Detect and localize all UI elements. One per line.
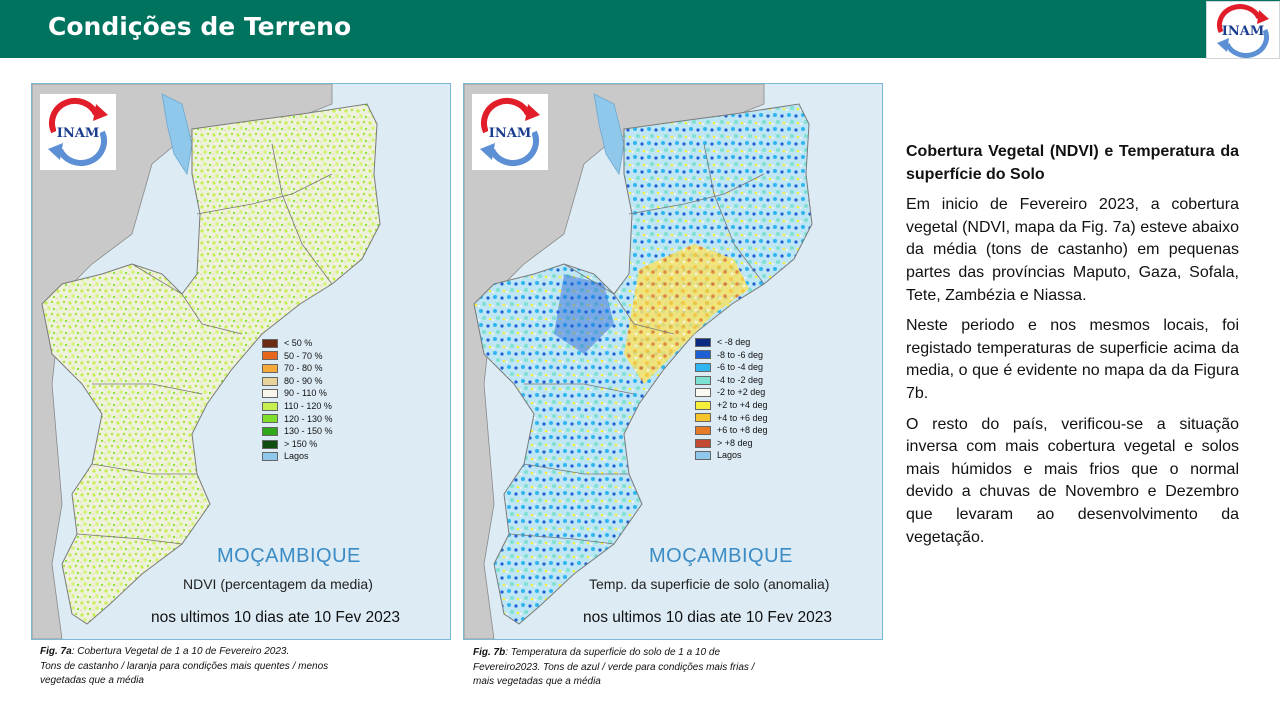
ndvi-map	[32, 84, 450, 639]
lake-niassa	[161, 93, 193, 176]
legend-label: 50 - 70 %	[284, 350, 323, 361]
article-heading: Cobertura Vegetal (NDVI) e Temperatura d…	[906, 143, 1239, 183]
legend-item: +4 to +6 deg	[695, 412, 768, 425]
legend-swatch	[262, 414, 278, 424]
legend-label: 70 - 80 %	[284, 363, 323, 374]
legend-swatch	[262, 351, 278, 361]
legend-label: -6 to -4 deg	[717, 362, 764, 373]
legend-item: < -8 deg	[695, 336, 768, 349]
legend-swatch	[262, 452, 278, 462]
caption-label: Fig. 7a	[40, 646, 72, 657]
legend-label: +2 to +4 deg	[717, 399, 768, 410]
article-paragraph: O resto do país, verificou-se a situação…	[906, 415, 1239, 546]
caption-line: Tons de castanho / laranja para condiçõe…	[40, 660, 329, 672]
legend-swatch	[695, 400, 711, 410]
map-country-label: MOÇAMBIQUE	[217, 545, 361, 567]
legend-label: Lagos	[717, 450, 742, 461]
map-period-label: nos ultimos 10 dias ate 10 Fev 2023	[151, 609, 401, 626]
legend-label: Lagos	[284, 451, 309, 462]
caption-text: : Temperatura da superficie do solo de 1…	[505, 647, 721, 658]
legend-label: +4 to +6 deg	[717, 412, 768, 423]
legend-label: -8 to -6 deg	[717, 349, 764, 360]
legend-label: 80 - 90 %	[284, 375, 323, 386]
article-text: Cobertura Vegetal (NDVI) e Temperatura d…	[906, 141, 1239, 557]
inam-logo: INAM	[472, 94, 548, 170]
legend-swatch	[262, 426, 278, 436]
legend-item: -6 to -4 deg	[695, 361, 768, 374]
legend-item: > +8 deg	[695, 437, 768, 450]
header-bar: Condições de Terreno INAM	[0, 0, 1280, 59]
caption-label: Fig. 7b	[473, 647, 506, 658]
lake-niassa	[593, 93, 625, 176]
legend-label: < 50 %	[284, 338, 313, 348]
map-country-label: MOÇAMBIQUE	[649, 545, 793, 567]
legend-swatch	[695, 362, 711, 372]
legend-item: Lagos	[695, 449, 768, 462]
legend-label: > 150 %	[284, 438, 318, 449]
legend-label: -2 to +2 deg	[717, 387, 766, 398]
legend-swatch	[262, 363, 278, 373]
legend-label: 110 - 120 %	[284, 400, 332, 411]
legend-swatch	[695, 425, 711, 435]
inam-logo: INAM	[1206, 1, 1280, 59]
lst-map-panel: INAM < -8 deg -8 to -6 deg -6 to -4 deg -4 …	[463, 83, 883, 640]
legend-swatch	[262, 338, 278, 348]
caption-line: Fevereiro2023. Tons de azul / verde para…	[473, 661, 755, 673]
legend-item: 80 - 90 %	[262, 375, 333, 388]
legend-item: +6 to +8 deg	[695, 424, 768, 437]
svg-text:INAM: INAM	[57, 126, 99, 141]
map-metric-label: Temp. da superficie de solo (anomalia)	[589, 576, 830, 592]
legend-item: 50 - 70 %	[262, 350, 333, 363]
legend-swatch	[695, 388, 711, 398]
inam-logo: INAM	[40, 94, 116, 170]
legend-item: Lagos	[262, 450, 333, 463]
svg-text:INAM: INAM	[489, 126, 531, 141]
legend-label: 120 - 130 %	[284, 413, 333, 424]
legend-item: > 150 %	[262, 438, 333, 451]
legend-swatch	[695, 438, 711, 448]
ndvi-map-panel: INAM < 50 % 50 - 70 % 70 - 80 % 80 - 90 % 90…	[31, 83, 451, 640]
article-paragraph: Neste periodo e nos mesmos locais, foi r…	[906, 317, 1239, 402]
legend-swatch	[262, 439, 278, 449]
legend-swatch	[695, 337, 711, 347]
legend-swatch	[695, 451, 711, 461]
caption-line: mais vegetadas que a média	[473, 676, 601, 687]
legend-label: 90 - 110 %	[284, 388, 327, 399]
legend-swatch	[695, 375, 711, 385]
legend-item: -4 to -2 deg	[695, 374, 768, 387]
map-metric-label: NDVI (percentagem da media)	[183, 576, 373, 592]
legend-item: 90 - 110 %	[262, 387, 333, 400]
legend-swatch	[695, 413, 711, 423]
legend-label: +6 to +8 deg	[717, 425, 768, 436]
legend-label: -4 to -2 deg	[717, 374, 764, 385]
fig7a-caption: Fig. 7a: Cobertura Vegetal de 1 a 10 de …	[40, 645, 420, 689]
legend-label: < -8 deg	[717, 337, 751, 347]
caption-text: : Cobertura Vegetal de 1 a 10 de Feverei…	[71, 646, 290, 657]
legend-item: +2 to +4 deg	[695, 399, 768, 412]
legend-swatch	[262, 376, 278, 386]
legend-swatch	[695, 350, 711, 360]
legend-item: -8 to -6 deg	[695, 349, 768, 362]
lst-map	[464, 84, 882, 639]
legend-item: 110 - 120 %	[262, 400, 333, 413]
legend-label: 130 - 150 %	[284, 426, 333, 437]
legend-swatch	[262, 401, 278, 411]
article-paragraph: Em inicio de Fevereiro 2023, a cobertura…	[906, 196, 1239, 304]
legend-item: -2 to +2 deg	[695, 386, 768, 399]
legend-swatch	[262, 389, 278, 399]
fig7b-caption: Fig. 7b: Temperatura da superficie do so…	[473, 646, 833, 690]
legend-label: > +8 deg	[717, 437, 753, 448]
legend-item: < 50 %	[262, 337, 333, 350]
legend-item: 70 - 80 %	[262, 362, 333, 375]
legend-item: 130 - 150 %	[262, 425, 333, 438]
page-title: Condições de Terreno	[48, 12, 352, 41]
legend-item: 120 - 130 %	[262, 413, 333, 426]
svg-text:INAM: INAM	[1222, 24, 1264, 39]
lst-legend: < -8 deg -8 to -6 deg -6 to -4 deg -4 to -2…	[695, 336, 768, 462]
caption-line: vegetadas que a média	[40, 675, 144, 686]
map-period-label: nos ultimos 10 dias ate 10 Fev 2023	[583, 609, 833, 626]
ndvi-legend: < 50 % 50 - 70 % 70 - 80 % 80 - 90 % 90 - 11…	[262, 337, 333, 463]
